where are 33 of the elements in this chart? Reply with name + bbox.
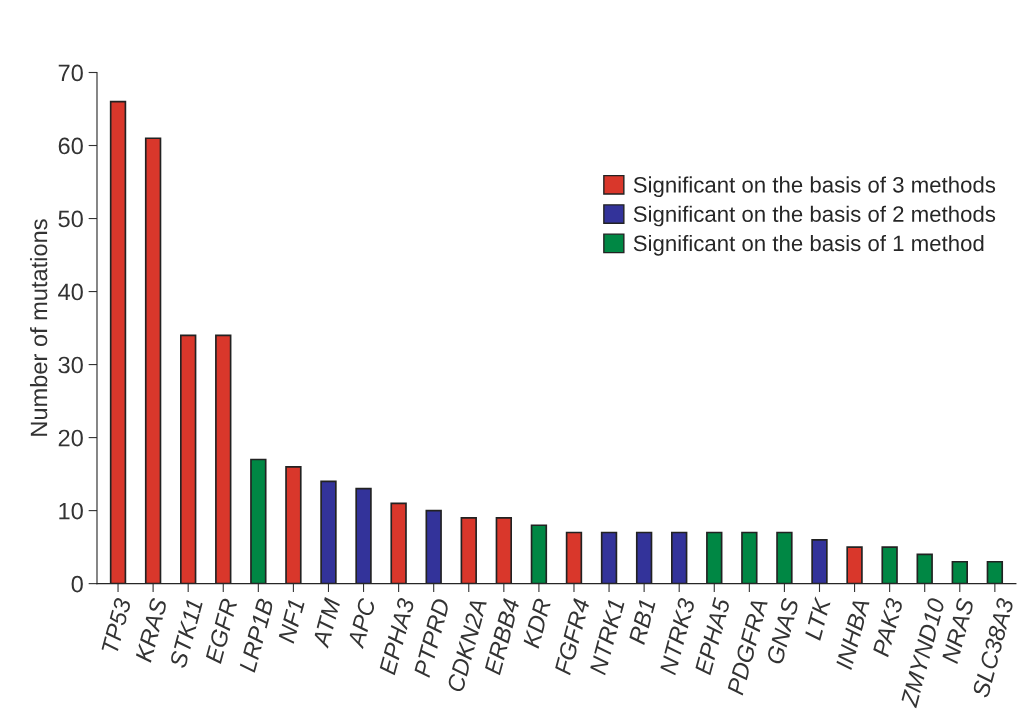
- x-tick-label: STK11: [169, 598, 203, 669]
- x-tick-label: FGFR4: [554, 597, 590, 676]
- x-tick-label: KDR: [522, 597, 552, 649]
- x-tick-label: TP53: [101, 597, 132, 654]
- y-tick-label: 60: [58, 137, 83, 155]
- x-tick-label: EPHA5: [694, 596, 731, 676]
- x-tick-label: APC: [346, 596, 376, 650]
- y-tick-label: 70: [58, 64, 83, 82]
- legend-label: Significant on the basis of 3 methods: [633, 176, 996, 198]
- x-tick-label: EGFR: [204, 597, 238, 664]
- x-tick-label: NRAS: [941, 597, 975, 664]
- y-tick-label: 40: [58, 283, 83, 301]
- y-axis-title: Number of mutations: [29, 219, 48, 436]
- x-tick-label: LRP1B: [239, 597, 274, 673]
- x-tick-label: EPHA3: [378, 597, 415, 676]
- y-tick-label: 0: [71, 575, 83, 593]
- x-tick-label: ATM: [312, 597, 341, 649]
- y-tick-label: 30: [58, 356, 83, 374]
- y-tick-label: 50: [58, 210, 83, 228]
- x-tick-label: INHBA: [835, 598, 870, 671]
- x-tick-label: ERBB4: [484, 597, 520, 676]
- x-tick-label: NTRK1: [589, 598, 625, 676]
- y-tick-label: 10: [59, 502, 83, 520]
- x-tick-label: RB1: [628, 598, 656, 645]
- x-tick-label: PAK3: [872, 597, 904, 658]
- legend-label: Significant on the basis of 1 method: [633, 234, 984, 256]
- legend-label: Significant on the basis of 2 methods: [633, 205, 996, 227]
- x-tick-label: PTPRD: [413, 597, 450, 678]
- x-tick-label: NF1: [278, 598, 305, 644]
- x-tick-label: LTK: [804, 596, 831, 641]
- x-tick-label: NTRK3: [659, 597, 696, 676]
- y-tick-label: 20: [58, 429, 83, 447]
- x-tick-label: KRAS: [134, 597, 168, 663]
